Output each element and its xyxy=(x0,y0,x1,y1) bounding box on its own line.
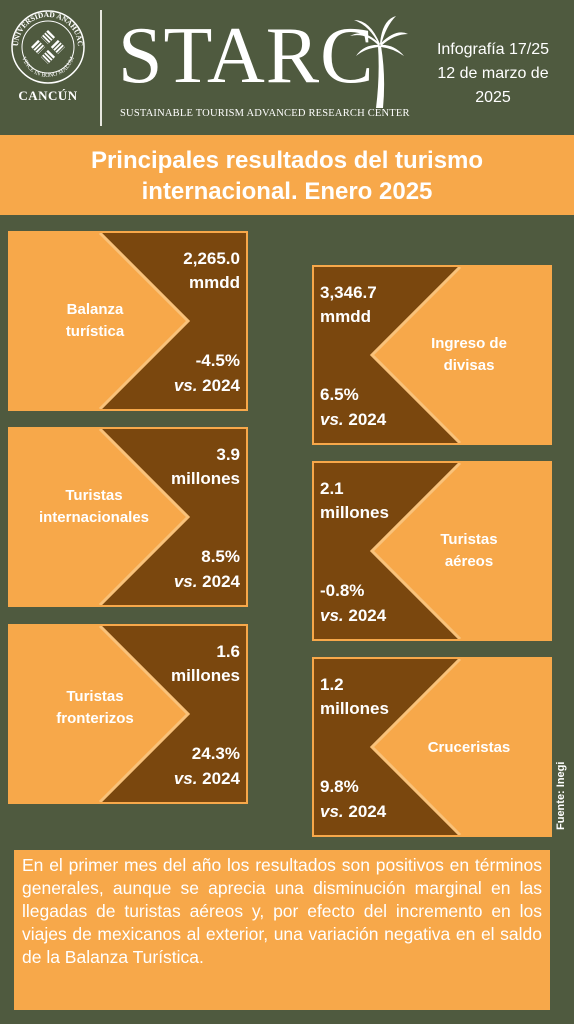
card-value: 2,265.0 mmdd xyxy=(183,249,240,292)
starc-logo: STARC SUSTAINABLE TOURISM ADVANCED RESEA… xyxy=(118,14,418,124)
card-balanza-turistica: Balanza turística 2,265.0 mmdd -4.5% vs. 2… xyxy=(8,231,248,411)
infographic-date-line1: 12 de marzo de xyxy=(437,65,549,82)
card-vs: vs. 2024 xyxy=(173,572,240,591)
card-value: 1.6 millones xyxy=(171,642,240,685)
card-label: Ingreso de divisas xyxy=(431,335,507,374)
starc-subtitle: SUSTAINABLE TOURISM ADVANCED RESEARCH CE… xyxy=(120,108,410,119)
infographic-date-line2: 2025 xyxy=(475,89,511,106)
source-note: Fuente: Inegi xyxy=(555,761,567,830)
arrow-right-shape xyxy=(10,429,191,605)
header-divider xyxy=(100,10,102,126)
card-value: 3,346.7 mmdd xyxy=(320,283,377,326)
card-vs: vs. 2024 xyxy=(320,410,387,429)
card-turistas-internacionales: Turistas internacionales 3.9 millones 8.5%… xyxy=(8,427,248,607)
card-label: Cruceristas xyxy=(427,739,511,756)
card-change: 24.3% xyxy=(191,744,240,763)
card-change: 9.8% xyxy=(320,777,359,796)
card-change: 8.5% xyxy=(201,547,240,566)
arrow-right-shape xyxy=(10,233,191,409)
card-vs: vs. 2024 xyxy=(320,802,387,821)
arrow-left-shape xyxy=(369,267,550,443)
arrow-right-shape xyxy=(10,626,191,802)
card-label: Turistas internacionales xyxy=(38,487,150,526)
card-change: -0.8% xyxy=(320,581,365,600)
card-cruceristas: Cruceristas 1.2 millones 9.8% vs. 2024 xyxy=(312,657,552,837)
infographic-number: Infografía 17/25 xyxy=(436,41,550,58)
campus-name: CANCÚN xyxy=(18,88,78,103)
card-label: Turistas fronterizos xyxy=(56,688,134,727)
card-value: 1.2 millones xyxy=(320,675,389,718)
card-change: -4.5% xyxy=(195,351,240,370)
starc-wordmark: STARC xyxy=(118,12,375,100)
title-line2: internacional. Enero 2025 xyxy=(141,178,433,205)
card-turistas-fronterizos: Turistas fronterizos 1.6 millones 24.3% vs… xyxy=(8,624,248,804)
card-value: 3.9 millones xyxy=(171,445,240,488)
card-change: 6.5% xyxy=(320,385,359,404)
card-label: Balanza turística xyxy=(65,301,125,340)
card-turistas-aereos: Turistas aéreos 2.1 millones -0.8% vs. 202… xyxy=(312,461,552,641)
header: UNIVERSIDAD ANÁHUAC VINCE IN BONO MALUM … xyxy=(0,0,574,132)
anahuac-seal-icon: UNIVERSIDAD ANÁHUAC VINCE IN BONO MALUM xyxy=(11,10,85,84)
card-label: Turistas aéreos xyxy=(440,531,498,570)
card-vs: vs. 2024 xyxy=(173,769,240,788)
card-vs: vs. 2024 xyxy=(320,606,387,625)
arrow-left-shape xyxy=(369,463,550,639)
card-vs: vs. 2024 xyxy=(173,376,240,395)
card-value: 2.1 millones xyxy=(320,479,389,522)
summary-text: En el primer mes del año los resultados … xyxy=(14,850,550,1010)
title-band: Principales resultados del turismo inter… xyxy=(0,135,574,215)
title-line1: Principales resultados del turismo xyxy=(90,147,484,174)
arrow-left-shape xyxy=(369,659,550,835)
anahuac-logo: UNIVERSIDAD ANÁHUAC VINCE IN BONO MALUM … xyxy=(6,8,90,124)
palm-tree-icon xyxy=(350,16,408,108)
card-ingreso-divisas: Ingreso de divisas 3,346.7 mmdd 6.5% vs. 2… xyxy=(312,265,552,445)
infographic-meta: Infografía 17/25 12 de marzo de 2025 xyxy=(418,38,568,110)
